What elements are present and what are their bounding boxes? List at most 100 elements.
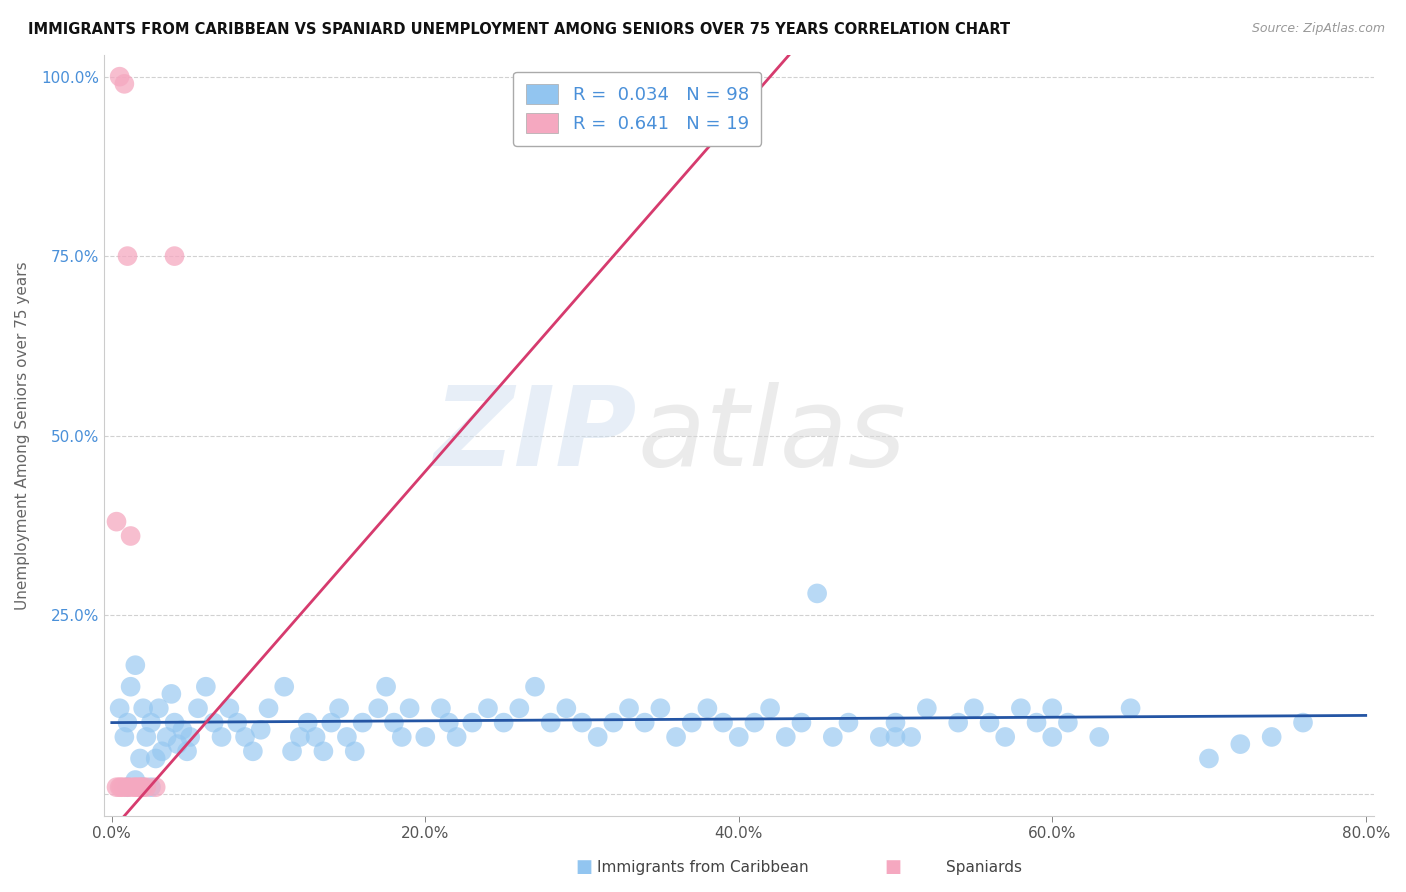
Point: [124, 780, 146, 795]
Point: [508, 701, 530, 715]
Point: [336, 730, 359, 744]
Point: [1260, 730, 1282, 744]
Point: [1119, 701, 1142, 715]
Point: [727, 730, 749, 744]
Point: [135, 780, 157, 795]
Point: [1010, 701, 1032, 715]
Point: [884, 715, 907, 730]
Point: [105, 515, 128, 529]
Point: [343, 744, 366, 758]
Point: [249, 723, 271, 737]
Point: [790, 715, 813, 730]
Point: [821, 730, 844, 744]
Point: [1088, 730, 1111, 744]
Point: [145, 751, 167, 765]
Point: [1025, 715, 1047, 730]
Point: [328, 701, 350, 715]
Point: [257, 701, 280, 715]
Point: [837, 715, 859, 730]
Point: [117, 249, 139, 263]
Point: [413, 730, 436, 744]
Point: [110, 780, 132, 795]
Point: [1040, 730, 1063, 744]
Point: [477, 701, 499, 715]
Point: [446, 730, 468, 744]
Point: [665, 730, 688, 744]
Point: [398, 701, 420, 715]
Point: [132, 701, 155, 715]
Point: [150, 744, 173, 758]
Point: [124, 772, 146, 787]
Point: [297, 715, 319, 730]
Point: [524, 680, 547, 694]
Point: [120, 680, 142, 694]
Point: [117, 780, 139, 795]
Point: [312, 744, 335, 758]
Text: Source: ZipAtlas.com: Source: ZipAtlas.com: [1251, 22, 1385, 36]
Point: [148, 701, 170, 715]
Point: [112, 780, 135, 795]
Point: [540, 715, 562, 730]
Point: [617, 701, 640, 715]
Point: [775, 730, 797, 744]
Point: [281, 744, 304, 758]
Point: [202, 715, 225, 730]
Point: [915, 701, 938, 715]
Point: [129, 751, 152, 765]
Point: [602, 715, 624, 730]
Point: [461, 715, 484, 730]
Text: Spaniards: Spaniards: [946, 861, 1022, 875]
Point: [139, 715, 162, 730]
Point: [124, 780, 146, 795]
Point: [650, 701, 672, 715]
Point: [108, 70, 131, 84]
Point: [946, 715, 969, 730]
Point: [172, 723, 194, 737]
Point: [304, 730, 326, 744]
Point: [288, 730, 311, 744]
Point: [179, 730, 201, 744]
Point: [163, 715, 186, 730]
Point: [132, 780, 155, 795]
Point: [711, 715, 734, 730]
Point: [156, 730, 179, 744]
Point: [176, 744, 198, 758]
Point: [391, 730, 413, 744]
Point: [1040, 701, 1063, 715]
Point: [681, 715, 703, 730]
Point: [166, 737, 188, 751]
Point: [367, 701, 389, 715]
Point: [132, 780, 155, 795]
Point: [129, 780, 152, 795]
Text: ZIP: ZIP: [433, 382, 637, 489]
Point: [273, 680, 295, 694]
Point: [806, 586, 828, 600]
Point: [129, 780, 152, 795]
Point: [233, 730, 256, 744]
Point: [105, 780, 128, 795]
Point: [492, 715, 515, 730]
Text: IMMIGRANTS FROM CARIBBEAN VS SPANIARD UNEMPLOYMENT AMONG SENIORS OVER 75 YEARS C: IMMIGRANTS FROM CARIBBEAN VS SPANIARD UN…: [28, 22, 1011, 37]
Text: Immigrants from Caribbean: Immigrants from Caribbean: [598, 861, 808, 875]
Point: [759, 701, 782, 715]
Text: ■: ■: [884, 858, 901, 876]
Y-axis label: Unemployment Among Seniors over 75 years: Unemployment Among Seniors over 75 years: [15, 261, 30, 610]
Text: ■: ■: [575, 858, 592, 876]
Point: [1292, 715, 1315, 730]
Point: [112, 77, 135, 91]
Point: [120, 529, 142, 543]
Point: [869, 730, 891, 744]
Point: [218, 701, 240, 715]
Point: [979, 715, 1001, 730]
Point: [352, 715, 374, 730]
Point: [586, 730, 609, 744]
Point: [696, 701, 718, 715]
Point: [884, 730, 907, 744]
Legend: R =  0.034   N = 98, R =  0.641   N = 19: R = 0.034 N = 98, R = 0.641 N = 19: [513, 71, 762, 146]
Point: [1198, 751, 1220, 765]
Point: [139, 780, 162, 795]
Point: [194, 680, 217, 694]
Point: [555, 701, 578, 715]
Point: [120, 780, 142, 795]
Point: [117, 780, 139, 795]
